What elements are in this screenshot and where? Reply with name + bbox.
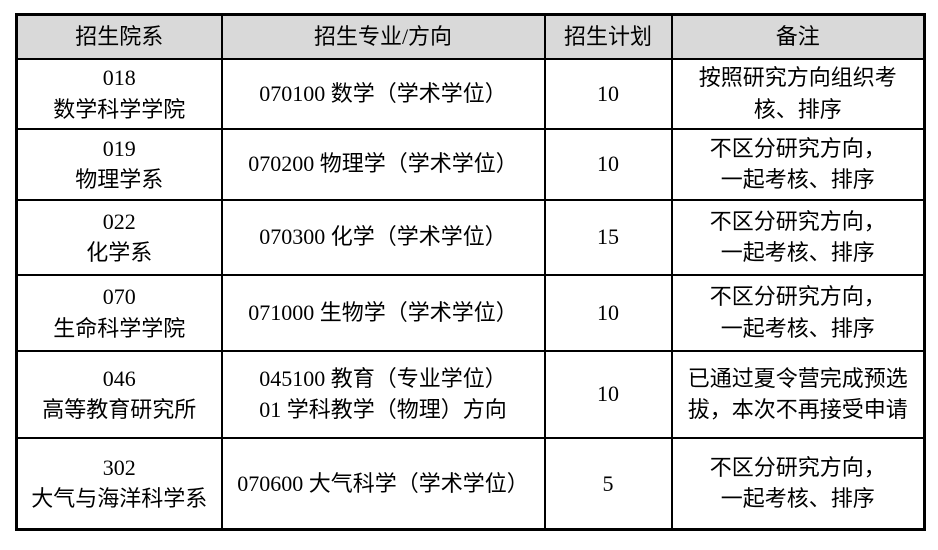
cell-remark: 不区分研究方向， 一起考核、排序 (670, 273, 926, 352)
cell-plan: 10 (543, 349, 673, 439)
cell-major: 071000 生物学（学术学位） (220, 273, 546, 352)
cell-dept: 022 化学系 (15, 198, 223, 276)
table-row: 070 生命科学学院 071000 生物学（学术学位） 10 不区分研究方向， … (15, 273, 926, 352)
cell-plan: 10 (543, 57, 673, 130)
cell-major: 070300 化学（学术学位） (220, 198, 546, 276)
cell-dept: 302 大气与海洋科学系 (15, 436, 223, 531)
cell-dept: 046 高等教育研究所 (15, 349, 223, 439)
cell-major: 070100 数学（学术学位） (220, 57, 546, 130)
admissions-table: 招生院系 招生专业/方向 招生计划 备注 018 数学科学学院 070100 数… (15, 13, 926, 531)
cell-dept: 018 数学科学学院 (15, 57, 223, 130)
header-row: 招生院系 招生专业/方向 招生计划 备注 (15, 13, 926, 60)
cell-major: 070600 大气科学（学术学位） (220, 436, 546, 531)
column-header-plan: 招生计划 (543, 13, 673, 60)
cell-major: 045100 教育（专业学位） 01 学科教学（物理）方向 (220, 349, 546, 439)
cell-remark: 不区分研究方向， 一起考核、排序 (670, 198, 926, 276)
table-row: 046 高等教育研究所 045100 教育（专业学位） 01 学科教学（物理）方… (15, 349, 926, 439)
cell-remark: 按照研究方向组织考 核、排序 (670, 57, 926, 130)
cell-plan: 15 (543, 198, 673, 276)
cell-remark: 不区分研究方向， 一起考核、排序 (670, 436, 926, 531)
column-header-major: 招生专业/方向 (220, 13, 546, 60)
cell-plan: 5 (543, 436, 673, 531)
column-header-dept: 招生院系 (15, 13, 223, 60)
cell-plan: 10 (543, 273, 673, 352)
cell-remark: 不区分研究方向， 一起考核、排序 (670, 127, 926, 201)
cell-remark: 已通过夏令营完成预选 拔，本次不再接受申请 (670, 349, 926, 439)
table-row: 019 物理学系 070200 物理学（学术学位） 10 不区分研究方向， 一起… (15, 127, 926, 201)
table-row: 022 化学系 070300 化学（学术学位） 15 不区分研究方向， 一起考核… (15, 198, 926, 276)
cell-dept: 019 物理学系 (15, 127, 223, 201)
table-row: 018 数学科学学院 070100 数学（学术学位） 10 按照研究方向组织考 … (15, 57, 926, 130)
cell-dept: 070 生命科学学院 (15, 273, 223, 352)
table-row: 302 大气与海洋科学系 070600 大气科学（学术学位） 5 不区分研究方向… (15, 436, 926, 531)
column-header-remark: 备注 (670, 13, 926, 60)
cell-major: 070200 物理学（学术学位） (220, 127, 546, 201)
cell-plan: 10 (543, 127, 673, 201)
page: 招生院系 招生专业/方向 招生计划 备注 018 数学科学学院 070100 数… (15, 13, 926, 531)
